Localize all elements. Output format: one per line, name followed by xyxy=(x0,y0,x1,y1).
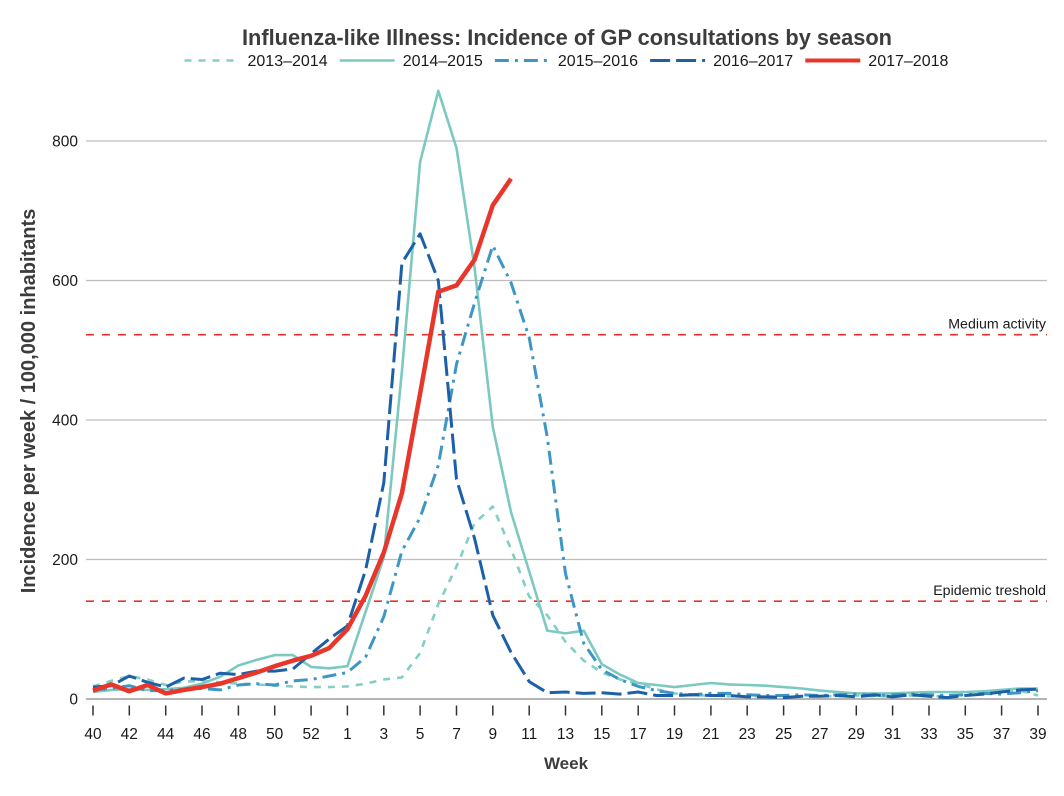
svg-text:200: 200 xyxy=(52,552,78,569)
svg-text:50: 50 xyxy=(266,726,284,743)
svg-text:3: 3 xyxy=(379,726,388,743)
svg-text:800: 800 xyxy=(52,134,78,151)
svg-text:17: 17 xyxy=(630,726,647,743)
svg-text:25: 25 xyxy=(775,726,792,743)
svg-text:9: 9 xyxy=(488,726,497,743)
svg-text:35: 35 xyxy=(957,726,974,743)
svg-text:37: 37 xyxy=(993,726,1010,743)
svg-text:Influenza-like Illness: Incide: Influenza-like Illness: Incidence of GP … xyxy=(242,25,892,50)
svg-text:31: 31 xyxy=(884,726,901,743)
svg-text:2014–2015: 2014–2015 xyxy=(403,53,483,70)
svg-text:23: 23 xyxy=(739,726,756,743)
svg-text:2017–2018: 2017–2018 xyxy=(868,53,948,70)
svg-text:2016–2017: 2016–2017 xyxy=(713,53,793,70)
svg-text:2013–2014: 2013–2014 xyxy=(248,53,328,70)
svg-text:44: 44 xyxy=(157,726,175,743)
svg-text:600: 600 xyxy=(52,273,78,290)
svg-text:39: 39 xyxy=(1029,726,1046,743)
svg-text:7: 7 xyxy=(452,726,461,743)
svg-text:1: 1 xyxy=(343,726,352,743)
svg-text:400: 400 xyxy=(52,413,78,430)
svg-text:27: 27 xyxy=(811,726,828,743)
svg-text:0: 0 xyxy=(69,692,78,709)
svg-text:Medium activity: Medium activity xyxy=(948,317,1047,333)
svg-text:19: 19 xyxy=(666,726,683,743)
svg-text:21: 21 xyxy=(702,726,719,743)
svg-text:48: 48 xyxy=(230,726,247,743)
svg-text:40: 40 xyxy=(84,726,102,743)
svg-text:2015–2016: 2015–2016 xyxy=(558,53,638,70)
svg-text:29: 29 xyxy=(848,726,865,743)
svg-text:52: 52 xyxy=(302,726,319,743)
svg-text:33: 33 xyxy=(920,726,937,743)
svg-text:46: 46 xyxy=(193,726,210,743)
svg-text:5: 5 xyxy=(416,726,425,743)
svg-text:42: 42 xyxy=(121,726,138,743)
svg-text:11: 11 xyxy=(521,726,537,743)
svg-text:Incidence per week / 100,000 i: Incidence per week / 100,000 inhabitants xyxy=(18,209,40,594)
svg-text:15: 15 xyxy=(593,726,610,743)
svg-text:Epidemic treshold: Epidemic treshold xyxy=(933,583,1046,599)
svg-text:Week: Week xyxy=(544,754,589,773)
svg-text:13: 13 xyxy=(557,726,574,743)
